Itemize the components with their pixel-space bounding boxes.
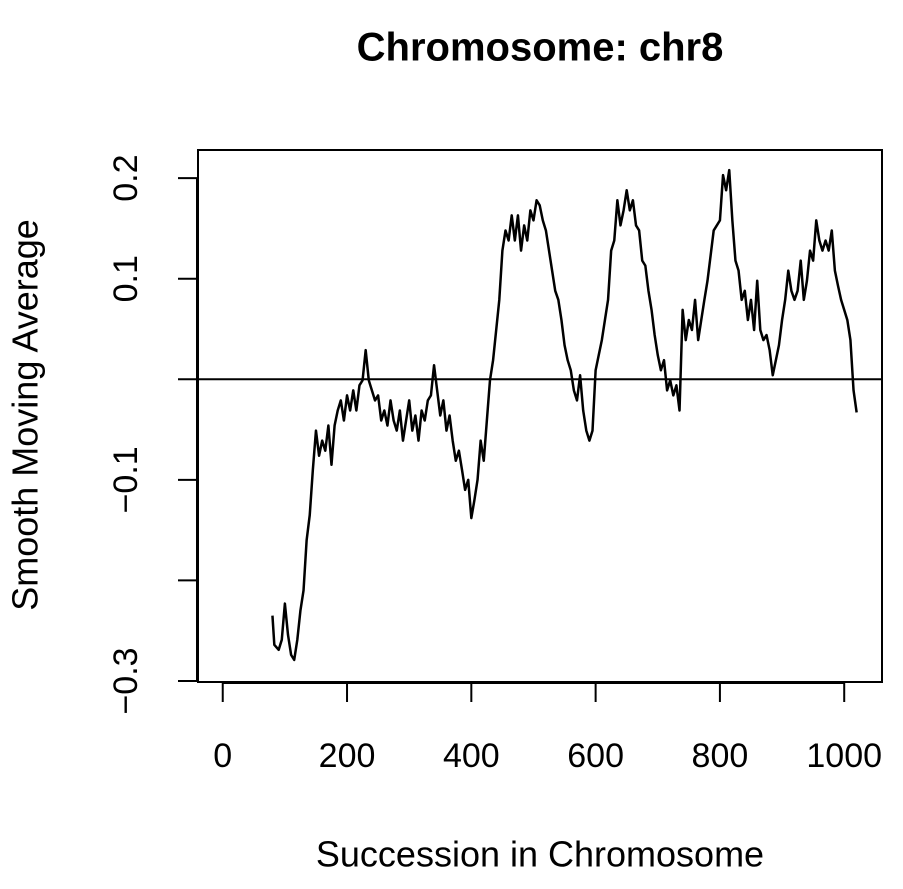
y-tick-label: 0.1 [107, 255, 145, 302]
data-line [271, 168, 858, 662]
x-tick-label: 200 [319, 737, 376, 775]
y-axis-label: Smooth Moving Average [5, 219, 46, 611]
x-tick-label: 600 [567, 737, 624, 775]
y-tick-label: 0.2 [107, 155, 145, 202]
y-tick-label: −0.3 [107, 647, 145, 714]
x-tick-label: 1000 [806, 737, 882, 775]
x-axis-label: Succession in Chromosome [316, 834, 764, 875]
chart-title: Chromosome: chr8 [357, 26, 724, 70]
y-tick-label: −0.1 [107, 446, 145, 513]
x-tick-label: 800 [692, 737, 749, 775]
x-tick-label: 400 [443, 737, 500, 775]
x-tick-label: 0 [213, 737, 232, 775]
